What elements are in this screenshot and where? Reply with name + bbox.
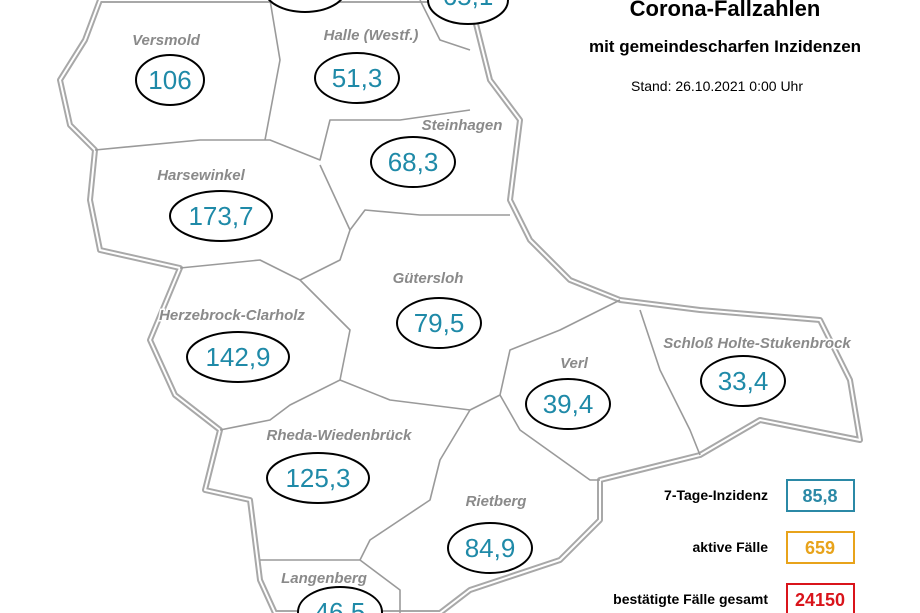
incidence-ellipse — [314, 52, 400, 104]
regions: Versmold 106 Halle (Westf.) 51,3 Steinhagen 6… — [131, 26, 853, 613]
subtitle: mit gemeindescharfen Inzidenzen — [589, 37, 861, 56]
region-name: Langenberg — [281, 570, 367, 587]
legend-label: 7-Tage-Inzidenz — [664, 487, 768, 503]
legend-value: 85,8 — [802, 486, 837, 506]
title: Corona-Fallzahlen — [630, 0, 821, 21]
border — [419, 0, 471, 51]
border — [94, 109, 471, 161]
region-name: Harsewinkel — [157, 167, 245, 184]
region-name: Herzebrock-Clarholz — [159, 307, 305, 324]
region-name: Rietberg — [466, 493, 527, 510]
incidence-ellipse — [268, 0, 342, 13]
stand: Stand: 26.10.2021 0:00 Uhr — [631, 78, 803, 94]
border — [260, 559, 401, 613]
incidence-value: 106 — [148, 65, 191, 95]
incidence-ellipse — [525, 378, 611, 430]
legend-box — [786, 479, 855, 512]
legend-box — [786, 531, 855, 564]
incidence-ellipse — [396, 297, 482, 349]
municipal-borders — [94, 0, 701, 613]
incidence-value: 51,3 — [332, 63, 383, 93]
border — [219, 279, 351, 431]
legend-value: 24150 — [795, 590, 845, 610]
incidence-value: 65,1 — [443, 0, 494, 11]
legend-label: bestätigte Fälle gesamt — [613, 591, 768, 607]
legend-label: aktive Fälle — [693, 539, 769, 555]
region-name: Schloß Holte-Stukenbrock — [663, 335, 851, 352]
border — [319, 164, 510, 231]
incidence-value: 142,9 — [205, 342, 270, 372]
legend: 7-Tage-Inzidenz 85,8 aktive Fälle 659 bestät… — [613, 479, 855, 613]
region-name: Halle (Westf.) — [324, 27, 419, 44]
legend-box — [786, 583, 855, 613]
incidence-value: 84,9 — [465, 533, 516, 563]
region-name: Rheda-Wiedenbrück — [267, 427, 413, 444]
incidence-value: 46,5 — [315, 597, 366, 613]
border — [359, 409, 471, 561]
incidence-ellipse — [447, 522, 533, 574]
region-name: Verl — [560, 355, 589, 372]
border — [264, 0, 281, 141]
border — [499, 394, 600, 481]
legend-value: 659 — [805, 538, 835, 558]
region-name: Steinhagen — [422, 117, 503, 134]
incidence-ellipse — [266, 452, 370, 504]
incidence-ellipse — [135, 54, 205, 106]
incidence-value: 39,4 — [543, 389, 594, 419]
incidence-value: 33,4 — [718, 366, 769, 396]
incidence-value: 125,3 — [285, 463, 350, 493]
region-name: Versmold — [132, 32, 201, 49]
incidence-ellipse — [297, 586, 383, 613]
incidence-ellipse — [700, 355, 786, 407]
incidence-ellipse — [370, 136, 456, 188]
incidence-ellipse — [186, 331, 290, 383]
incidence-value: 173,7 — [188, 201, 253, 231]
incidence-value: 68,3 — [388, 147, 439, 177]
region-name: Gütersloh — [393, 270, 464, 287]
incidence-value: 79,5 — [414, 308, 465, 338]
incidence-ellipse — [169, 190, 273, 242]
border — [639, 309, 701, 456]
incidence-ellipse — [427, 0, 509, 25]
district-outline-inner — [59, 0, 861, 613]
